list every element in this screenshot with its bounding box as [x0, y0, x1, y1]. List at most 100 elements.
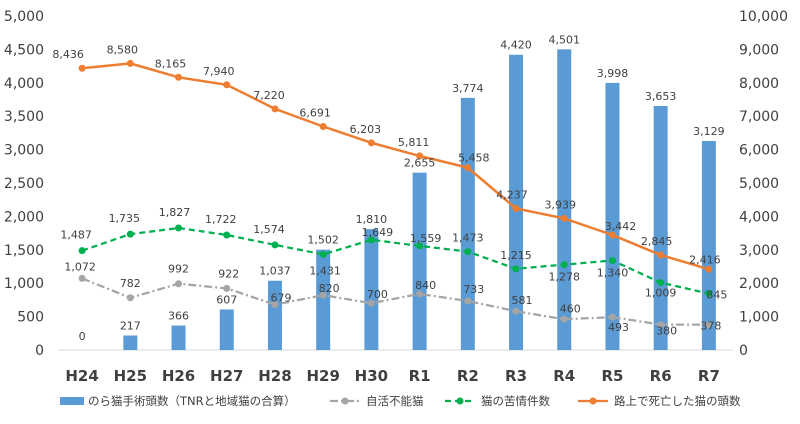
- y-left-tick-label: 4,500: [4, 42, 44, 58]
- bar-data-label: 4,501: [549, 33, 581, 46]
- series-point: [416, 242, 424, 250]
- series-point: [126, 294, 134, 302]
- y-left-tick-label: 3,000: [4, 143, 44, 159]
- line-data-label: 1,473: [452, 232, 484, 245]
- line-data-label: 6,203: [350, 123, 382, 136]
- series-point: [319, 291, 327, 299]
- bar: [267, 280, 282, 350]
- line-data-label: 6,691: [299, 107, 331, 120]
- bar-data-label: 607: [216, 293, 237, 306]
- y-left-tick-label: 0: [35, 343, 44, 359]
- y-right-tick-label: 5,000: [739, 176, 779, 192]
- bar: [509, 54, 524, 351]
- y-right-tick-label: 7,000: [739, 109, 779, 125]
- series-point: [512, 265, 520, 273]
- line-data-label: 820: [319, 282, 340, 295]
- line-data-label: 2,845: [641, 235, 673, 248]
- y-right-tick-label: 0: [739, 343, 748, 359]
- y-left-tick-label: 500: [17, 310, 44, 326]
- series-point: [126, 230, 134, 238]
- line-data-label: 1,009: [645, 287, 677, 300]
- series-point: [367, 139, 375, 147]
- line-data-label: 581: [512, 294, 533, 307]
- line-data-label: 679: [270, 292, 291, 305]
- line-data-label: 1,649: [362, 226, 394, 239]
- series-point: [512, 204, 520, 212]
- series-point: [319, 123, 327, 131]
- bar-data-label: 1,810: [356, 213, 388, 226]
- lines-group: [78, 59, 713, 329]
- line-data-label: 493: [608, 321, 629, 334]
- bar-data-label: 3,129: [693, 125, 725, 138]
- series-point: [175, 280, 183, 288]
- y-left-tick-label: 1,000: [4, 276, 44, 292]
- series-point: [271, 241, 279, 249]
- data-labels-group: 0 217 366 607 1,037 1,502 1,810 2,655 3,774 4,420…: [52, 33, 727, 343]
- bar: [605, 82, 620, 351]
- series-point: [657, 251, 665, 259]
- series-point: [416, 290, 424, 298]
- line-data-label: 380: [656, 325, 677, 338]
- y-left-tick-label: 2,500: [4, 176, 44, 192]
- line-data-label: 2,416: [689, 253, 721, 266]
- bar-data-label: 217: [120, 320, 141, 333]
- line-data-label: 1,278: [549, 271, 581, 284]
- line-data-label: 733: [463, 283, 484, 296]
- line-data-label: 8,580: [107, 43, 139, 56]
- line-data-label: 8,436: [52, 48, 84, 61]
- x-tick-label: R7: [698, 367, 720, 385]
- line-data-label: 378: [700, 320, 721, 333]
- y-right-tick-label: 10,000: [739, 9, 788, 25]
- series-point: [78, 247, 86, 255]
- line-data-label: 3,442: [605, 220, 637, 233]
- x-tick-label: R3: [505, 367, 527, 385]
- series-point: [175, 73, 183, 81]
- line-data-label: 782: [120, 277, 141, 290]
- series-point: [367, 236, 375, 244]
- x-tick-label: H25: [114, 367, 147, 385]
- line-data-label: 7,940: [203, 65, 235, 78]
- bar: [412, 172, 427, 350]
- series-point: [367, 299, 375, 307]
- legend-label: 路上で死亡した猫の頭数: [614, 394, 741, 408]
- series-point: [512, 307, 520, 315]
- series-point: [608, 256, 616, 264]
- bar-data-label: 3,998: [597, 67, 629, 80]
- series-point: [608, 231, 616, 239]
- series-point: [464, 248, 472, 256]
- series-point: [705, 265, 713, 273]
- series-point: [705, 290, 713, 298]
- bar-data-label: 2,655: [404, 157, 436, 170]
- y-right-tick-label: 1,000: [739, 310, 779, 326]
- y-left-tick-label: 4,000: [4, 76, 44, 92]
- bar: [557, 49, 572, 351]
- bar-data-label: 1,037: [259, 265, 291, 278]
- line-data-label: 7,220: [253, 89, 285, 102]
- series-point: [271, 301, 279, 309]
- legend-marker: [341, 397, 349, 405]
- line-data-label: 8,165: [155, 57, 187, 70]
- x-tick-label: R6: [650, 367, 672, 385]
- series-point: [223, 231, 231, 239]
- line-data-label: 840: [415, 279, 436, 292]
- series-point: [78, 274, 86, 282]
- line-data-label: 922: [218, 267, 239, 280]
- bars-group: [123, 49, 716, 351]
- line-data-label: 460: [560, 302, 581, 315]
- line-data-label: 1,559: [410, 232, 442, 245]
- series-point: [319, 250, 327, 258]
- line-data-label: 1,431: [309, 264, 341, 277]
- bar: [316, 249, 331, 350]
- series-point: [705, 321, 713, 329]
- series-point: [78, 64, 86, 72]
- series-line: [81, 62, 710, 271]
- legend-marker: [456, 397, 464, 405]
- line-data-label: 1,072: [64, 260, 96, 273]
- series-point: [416, 152, 424, 160]
- line-data-label: 5,458: [458, 152, 490, 165]
- x-tick-label: H26: [162, 367, 195, 385]
- legend-label: のら猫手術頭数（TNRと地域猫の合算）: [88, 394, 296, 408]
- x-tick-label: H29: [306, 367, 339, 385]
- bar-data-label: 366: [168, 310, 189, 323]
- y-right-tick-label: 4,000: [739, 209, 779, 225]
